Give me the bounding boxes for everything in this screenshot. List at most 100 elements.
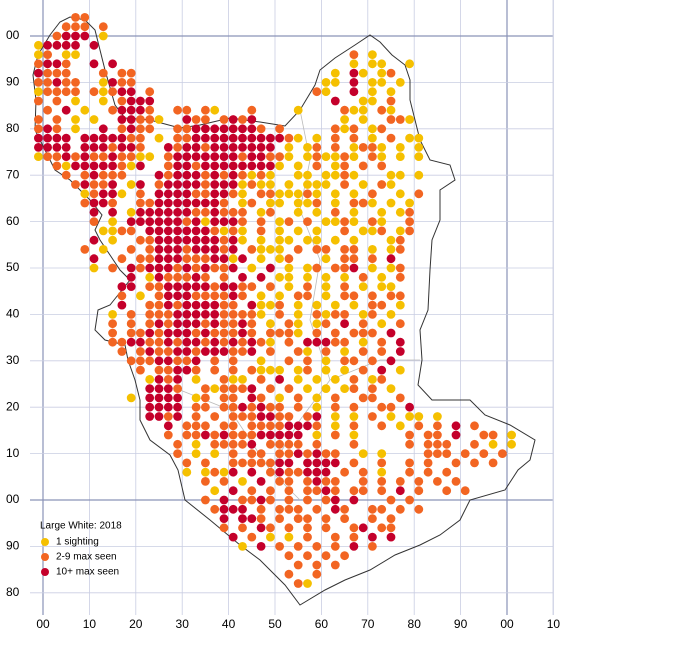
tetrad-dot <box>145 319 155 329</box>
tetrad-dot <box>219 337 229 347</box>
tetrad-dot <box>340 365 349 375</box>
tetrad-dot <box>163 430 173 440</box>
tetrad-dot <box>312 198 322 208</box>
tetrad-dot <box>238 328 247 338</box>
tetrad-dot <box>228 439 238 449</box>
tetrad-dot <box>256 365 266 375</box>
tetrad-dot <box>284 477 294 486</box>
tetrad-dot <box>191 152 201 162</box>
tetrad-dot <box>358 115 368 124</box>
tetrad-dot <box>201 328 210 338</box>
tetrad-dot <box>405 207 414 217</box>
tetrad-dot <box>238 412 247 421</box>
tetrad-dot <box>321 477 331 486</box>
tetrad-dot <box>395 504 405 514</box>
tetrad-dot <box>191 263 201 273</box>
tetrad-dot <box>247 421 257 431</box>
tetrad-dot <box>191 337 201 347</box>
tetrad-dot <box>80 22 90 32</box>
tetrad-dot <box>228 180 238 189</box>
tetrad-dot <box>52 115 62 124</box>
tetrad-dot <box>293 504 303 514</box>
tetrad-dot <box>173 217 183 227</box>
tetrad-dot <box>163 328 173 338</box>
tetrad-dot <box>136 143 145 152</box>
tetrad-dot <box>117 78 127 87</box>
tetrad-dot <box>173 300 183 310</box>
tetrad-dot <box>191 143 201 152</box>
tetrad-dot <box>247 245 257 254</box>
tetrad-dot <box>395 170 405 180</box>
tetrad-dot <box>266 467 275 477</box>
tetrad-dot <box>479 430 489 440</box>
tetrad-dot <box>201 170 210 180</box>
tetrad-dot <box>136 105 145 115</box>
tetrad-dot <box>238 523 247 533</box>
tetrad-dot <box>275 272 284 282</box>
tetrad-dot <box>247 319 257 329</box>
tetrad-dot <box>163 189 173 199</box>
tetrad-dot <box>405 59 414 69</box>
tetrad-dot <box>368 412 377 421</box>
tetrad-dot <box>284 143 294 152</box>
tetrad-dot <box>386 310 396 319</box>
tetrad-dot <box>145 310 155 319</box>
tetrad-dot <box>238 226 247 236</box>
tetrad-dot <box>210 180 220 189</box>
tetrad-dot <box>312 189 322 199</box>
tetrad-dot <box>358 449 368 458</box>
tetrad-dot <box>256 337 266 347</box>
tetrad-dot <box>247 310 257 319</box>
tetrad-dot <box>395 78 405 87</box>
tetrad-dot <box>117 226 127 236</box>
tetrad-dot <box>201 217 210 227</box>
tetrad-dot <box>219 328 229 338</box>
tetrad-dot <box>108 180 117 189</box>
tetrad-dot <box>330 161 340 171</box>
tetrad-dot <box>43 40 52 50</box>
tetrad-dot <box>80 180 90 189</box>
tetrad-dot <box>219 282 229 291</box>
tetrad-dot <box>256 291 266 301</box>
tetrad-dot <box>228 504 238 514</box>
tetrad-dot <box>191 402 201 412</box>
tetrad-dot <box>414 504 424 514</box>
tetrad-dot <box>266 337 275 347</box>
tetrad-dot <box>173 245 183 254</box>
tetrad-dot <box>210 337 220 347</box>
tetrad-dot <box>368 532 377 542</box>
tetrad-dot <box>228 217 238 227</box>
tetrad-dot <box>266 486 275 496</box>
tetrad-dot <box>108 143 117 152</box>
tetrad-dot <box>228 133 238 143</box>
tetrad-dot <box>89 180 99 189</box>
tetrad-dot <box>163 245 173 254</box>
tetrad-dot <box>154 217 164 227</box>
tetrad-dot <box>256 430 266 440</box>
tetrad-dot <box>108 207 117 217</box>
tetrad-dot <box>219 217 229 227</box>
tetrad-dot <box>182 115 192 124</box>
tetrad-dot <box>182 263 192 273</box>
tetrad-dot <box>349 189 359 199</box>
y-axis-label: 40 <box>6 307 20 321</box>
tetrad-dot <box>145 384 155 393</box>
tetrad-dot <box>256 300 266 310</box>
tetrad-dot <box>386 384 396 393</box>
tetrad-dot <box>238 282 247 291</box>
tetrad-dot <box>228 319 238 329</box>
tetrad-dot <box>423 467 433 477</box>
tetrad-dot <box>71 87 80 97</box>
tetrad-dot <box>488 439 498 449</box>
tetrad-dot <box>238 477 247 486</box>
tetrad-dot <box>219 439 229 449</box>
x-axis-label: 20 <box>129 617 143 631</box>
tetrad-dot <box>266 495 275 505</box>
tetrad-dot <box>71 13 80 22</box>
tetrad-dot <box>266 300 275 310</box>
tetrad-dot <box>154 310 164 319</box>
tetrad-dot <box>303 458 312 468</box>
tetrad-dot <box>52 152 62 162</box>
tetrad-dot <box>256 523 266 533</box>
tetrad-dot <box>349 328 359 338</box>
